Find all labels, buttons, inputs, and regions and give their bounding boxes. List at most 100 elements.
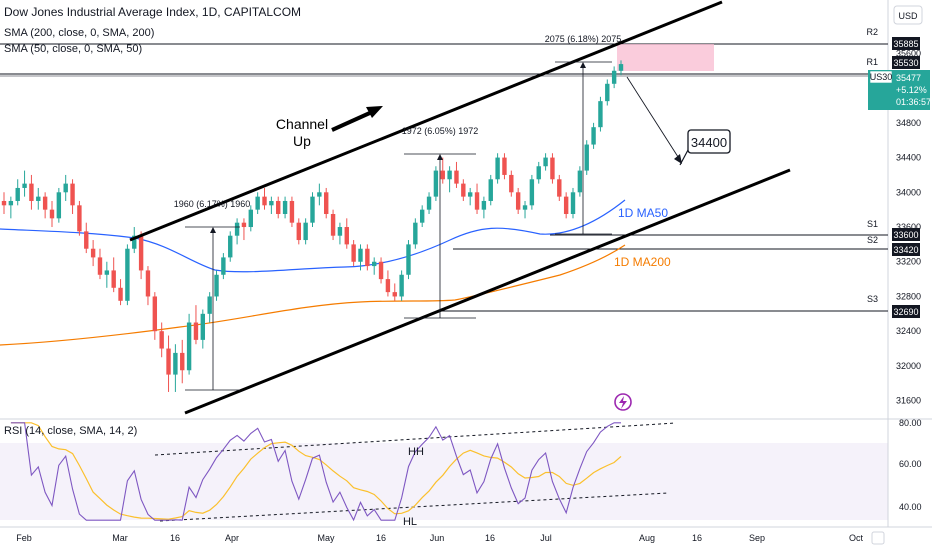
candle-body — [173, 352, 178, 375]
time-axis[interactable]: Feb Mar 16 Apr May 16 Jun 16 Jul Aug 16 Sep Oct — [16, 533, 863, 543]
target-callout-tail — [679, 149, 689, 166]
candle-body — [221, 257, 226, 275]
symbol-tag — [869, 70, 893, 84]
settings-icon[interactable] — [871, 531, 885, 545]
level-name-r2: R2 — [866, 27, 878, 37]
candle-body — [166, 348, 171, 375]
level-name-s2: S2 — [867, 235, 878, 245]
candle-body — [467, 192, 473, 197]
candle-body — [543, 157, 548, 167]
currency-button[interactable] — [893, 5, 923, 25]
channel-label: Channel — [276, 116, 328, 132]
projection-arrow — [674, 154, 682, 164]
price-tick-label: 32400 — [896, 326, 921, 336]
tag-s3 — [892, 305, 920, 318]
candle-body — [426, 196, 432, 210]
candle-body — [365, 248, 370, 267]
candle-body — [255, 196, 260, 210]
candle-body — [509, 174, 514, 193]
symbol-tag-text: US30 — [870, 72, 893, 82]
channel-arrow — [331, 110, 373, 132]
candle-body — [605, 83, 610, 102]
rsi-tick-80: 80.00 — [899, 418, 922, 428]
lightning-icon[interactable] — [614, 393, 632, 411]
ma50-label: 1D MA50 — [618, 206, 668, 220]
channel-upper-line[interactable] — [129, 0, 723, 242]
price-tick-label: 33600 — [896, 222, 921, 232]
sma50-legend[interactable]: SMA (50, close, 0, SMA, 50) — [4, 43, 143, 55]
price-tick-label: 32800 — [896, 291, 921, 301]
candle-body — [70, 183, 75, 206]
candle-body — [399, 274, 404, 297]
sma200-legend[interactable]: SMA (200, close, 0, SMA, 200) — [4, 27, 155, 39]
candle-body — [186, 322, 192, 371]
target-callout-box[interactable] — [687, 129, 731, 154]
tag-r1-text: 35530 — [893, 58, 918, 68]
candle-body — [22, 183, 27, 188]
candle-body — [42, 196, 48, 210]
candle-body — [372, 261, 377, 267]
candle-body — [378, 261, 384, 280]
candle-body — [392, 292, 397, 297]
candle-body — [289, 200, 295, 223]
price-tick-label: 34400 — [896, 153, 921, 163]
target-callout-text: 34400 — [691, 135, 727, 150]
candle-body — [269, 200, 274, 206]
time-tick-label: 16 — [376, 533, 386, 543]
rsi-ma-line — [10, 422, 622, 520]
candle-body — [577, 170, 583, 193]
candle-body — [104, 270, 110, 275]
candle-body — [15, 187, 20, 201]
candle-body — [611, 70, 617, 84]
candle-body — [522, 205, 528, 210]
rsi-tick-60: 60.00 — [899, 459, 922, 469]
time-tick-label: Jun — [430, 533, 445, 543]
candle-body — [618, 64, 624, 71]
candle-body — [570, 192, 576, 214]
tag-s3-text: 32690 — [893, 307, 918, 317]
candle-body — [557, 179, 562, 197]
time-tick-label: Feb — [16, 533, 32, 543]
time-tick-label: Sep — [749, 533, 765, 543]
candle-body — [495, 157, 500, 180]
rsi-hl-label: HL — [403, 516, 417, 528]
move1-label: 1960 (6.17%) 1960 — [174, 199, 251, 209]
rsi-hh-label: HH — [408, 446, 424, 458]
candle-body — [200, 313, 206, 340]
candle-body — [296, 222, 301, 241]
candle-body — [563, 196, 569, 214]
ma200-line — [0, 244, 626, 346]
tag-r1 — [892, 56, 920, 69]
candle-body — [282, 200, 288, 214]
target-zone[interactable] — [617, 44, 714, 71]
candle-body — [145, 270, 151, 297]
candle-body — [234, 222, 240, 236]
candles-group — [1, 60, 624, 392]
move2-label: 1972 (6.05%) 1972 — [402, 126, 479, 136]
candle-body — [228, 235, 233, 258]
current-change-text: +5.12% — [896, 85, 927, 95]
move2-arrow — [437, 154, 443, 160]
candle-body — [118, 287, 123, 301]
time-tick-label: Jul — [540, 533, 552, 543]
candle-body — [193, 322, 199, 340]
candle-body — [90, 248, 96, 258]
candle-body — [125, 248, 130, 301]
candle-body — [413, 222, 418, 245]
candle-body — [474, 192, 480, 210]
projection-line — [626, 76, 681, 161]
candle-body — [536, 166, 541, 180]
tag-s1-text: 33600 — [893, 230, 918, 240]
candle-body — [385, 279, 391, 293]
candle-body — [502, 157, 507, 175]
channel-lower-line[interactable] — [184, 168, 791, 415]
candle-body — [419, 209, 425, 223]
time-tick-label: 16 — [692, 533, 702, 543]
candle-body — [138, 235, 144, 271]
level-name-s3: S3 — [867, 294, 878, 304]
candle-body — [358, 248, 363, 262]
currency-label: USD — [898, 11, 918, 21]
candle-body — [1, 200, 7, 206]
rsi-legend[interactable]: RSI (14, close, SMA, 14, 2) — [4, 425, 138, 437]
